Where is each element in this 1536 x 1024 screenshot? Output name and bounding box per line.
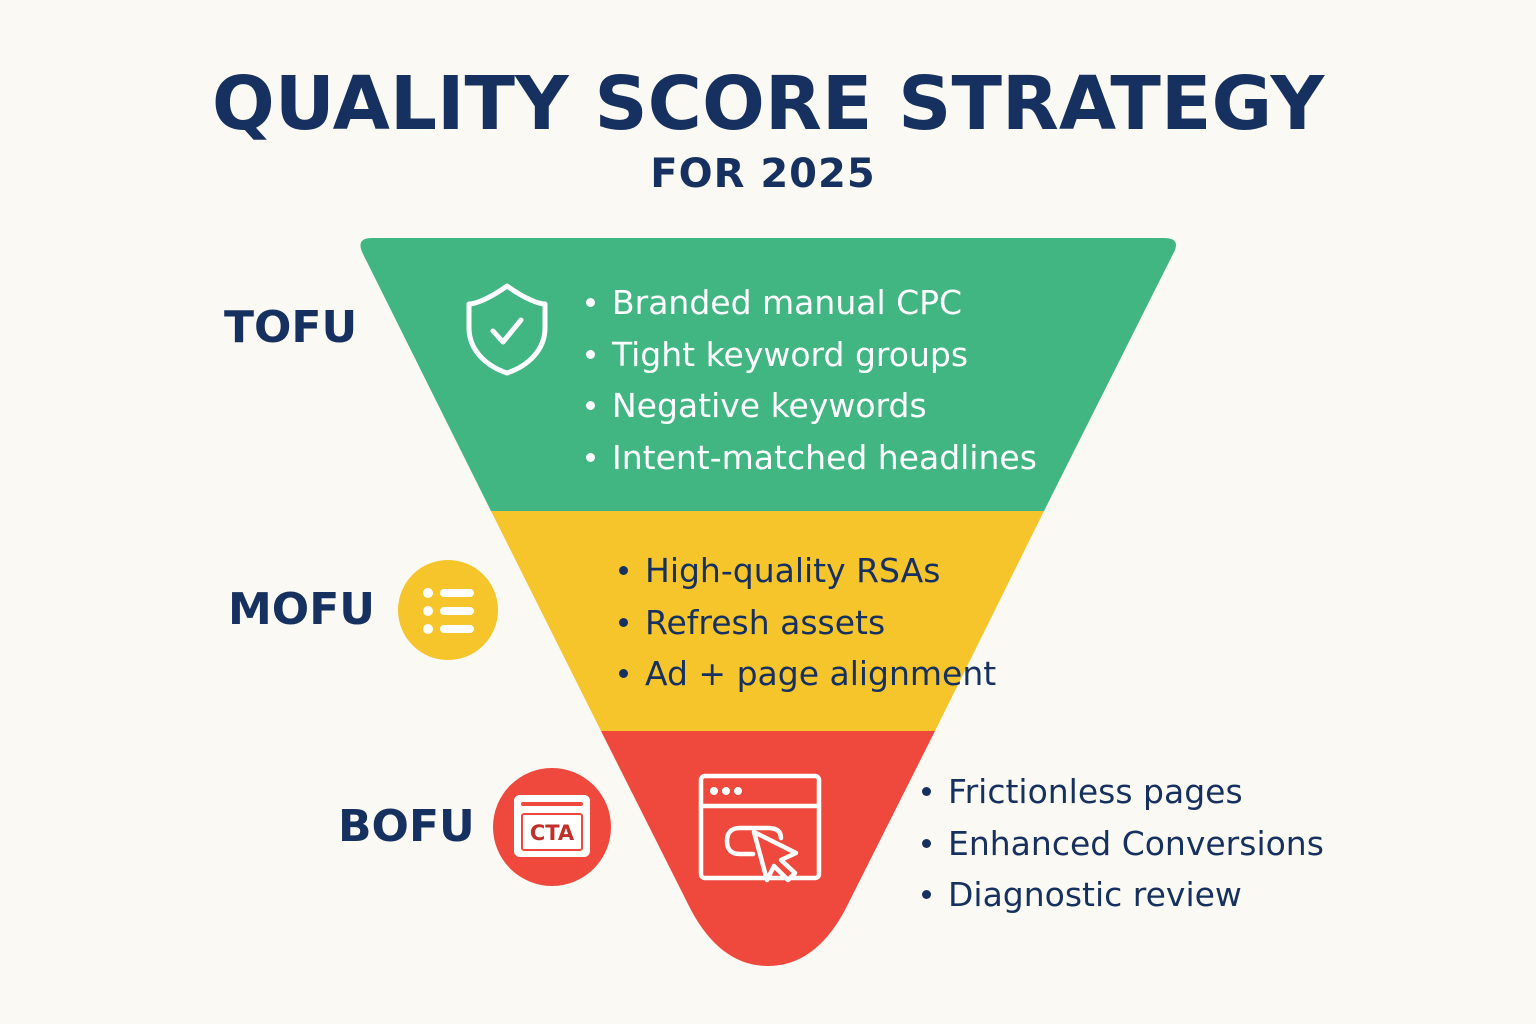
list-item: Tight keyword groups xyxy=(584,329,1037,381)
list-item: Refresh assets xyxy=(617,597,996,649)
tofu-bullet-list: Branded manual CPC Tight keyword groups … xyxy=(584,277,1037,483)
bofu-bullet-list: Frictionless pages Enhanced Conversions … xyxy=(920,766,1324,921)
cta-icon: CTA xyxy=(493,768,611,886)
tofu-label: TOFU xyxy=(224,302,358,353)
list-item: Enhanced Conversions xyxy=(920,818,1324,870)
list-item: High-quality RSAs xyxy=(617,545,996,597)
list-icon xyxy=(398,560,498,660)
page-subtitle: FOR 2025 xyxy=(650,151,876,197)
bofu-label: BOFU xyxy=(338,801,475,852)
cta-icon-text: CTA xyxy=(530,821,575,845)
list-item: Negative keywords xyxy=(584,380,1037,432)
funnel-mofu-segment xyxy=(491,511,1044,731)
list-item: Frictionless pages xyxy=(920,766,1324,818)
list-item: Intent-matched headlines xyxy=(584,432,1037,484)
mofu-bullet-list: High-quality RSAs Refresh assets Ad + pa… xyxy=(617,545,996,700)
list-item: Branded manual CPC xyxy=(584,277,1037,329)
list-item: Ad + page alignment xyxy=(617,648,996,700)
mofu-label: MOFU xyxy=(228,584,375,635)
browser-click-icon xyxy=(698,773,822,883)
page-title: QUALITY SCORE STRATEGY xyxy=(211,61,1325,147)
funnel-tofu-segment xyxy=(360,238,1176,511)
shield-check-icon xyxy=(466,283,548,376)
list-item: Diagnostic review xyxy=(920,869,1324,921)
